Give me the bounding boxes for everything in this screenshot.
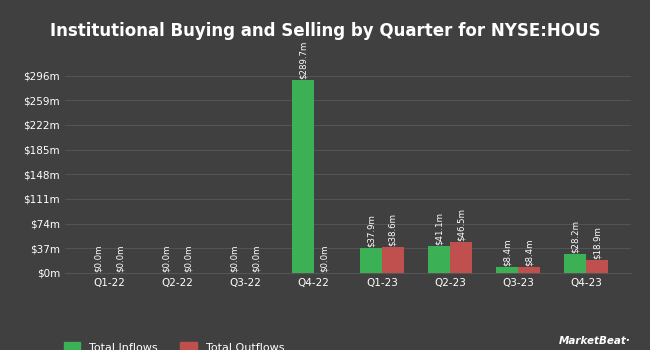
Bar [450, 242, 472, 273]
Bar [497, 267, 518, 273]
Text: $289.7m: $289.7m [298, 41, 307, 79]
Text: $41.1m: $41.1m [435, 212, 443, 245]
Legend: Total Inflows, Total Outflows: Total Inflows, Total Outflows [59, 337, 289, 350]
Bar [586, 260, 608, 273]
Text: $18.9m: $18.9m [593, 226, 602, 259]
Text: $0.0m: $0.0m [162, 245, 171, 272]
Text: $0.0m: $0.0m [94, 245, 103, 272]
Text: $37.9m: $37.9m [367, 214, 376, 247]
Text: $8.4m: $8.4m [525, 239, 534, 266]
Text: $0.0m: $0.0m [320, 245, 329, 272]
Text: $0.0m: $0.0m [230, 245, 239, 272]
Text: Institutional Buying and Selling by Quarter for NYSE:HOUS: Institutional Buying and Selling by Quar… [50, 22, 600, 41]
Text: MarketBeat·: MarketBeat· [558, 336, 630, 346]
Bar [564, 254, 586, 273]
Bar [292, 80, 314, 273]
Text: $0.0m: $0.0m [252, 245, 261, 272]
Text: $0.0m: $0.0m [184, 245, 193, 272]
Bar [382, 247, 404, 273]
Bar [518, 267, 540, 273]
Text: $8.4m: $8.4m [502, 239, 512, 266]
Text: $38.6m: $38.6m [388, 213, 397, 246]
Bar [360, 248, 382, 273]
Bar [428, 246, 450, 273]
Text: $0.0m: $0.0m [116, 245, 125, 272]
Text: $46.5m: $46.5m [456, 208, 465, 241]
Text: $28.2m: $28.2m [571, 220, 580, 253]
